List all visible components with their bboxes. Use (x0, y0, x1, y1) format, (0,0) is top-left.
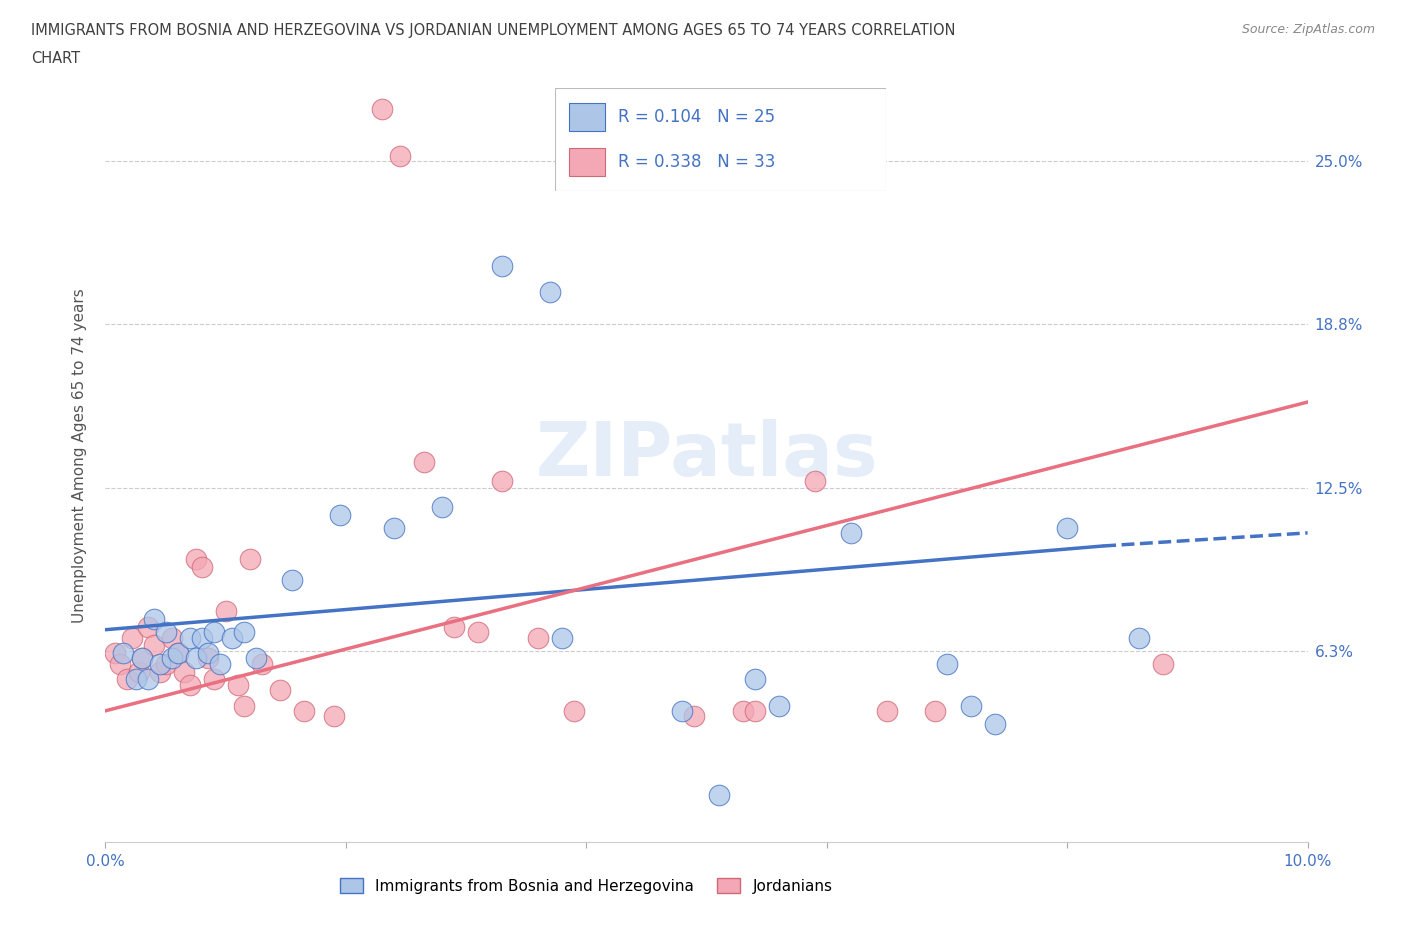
Point (671, 703, 693, 718)
Point (371, 101, 394, 116)
Point (538, 285, 561, 299)
Point (155, 657, 177, 671)
Text: R = 0.338   N = 33: R = 0.338 N = 33 (619, 153, 776, 171)
Point (551, 631, 574, 645)
Point (491, 473, 513, 488)
Point (108, 657, 131, 671)
Point (467, 625, 489, 640)
Point (124, 672, 146, 687)
Point (208, 657, 231, 671)
Legend: Immigrants from Bosnia and Herzegovina, Jordanians: Immigrants from Bosnia and Herzegovina, … (335, 871, 838, 899)
Point (179, 631, 201, 645)
Point (876, 703, 898, 718)
Point (960, 698, 983, 713)
Point (190, 560, 212, 575)
Point (430, 499, 453, 514)
Point (413, 455, 436, 470)
Text: ZIPatlas: ZIPatlas (536, 419, 877, 492)
Point (232, 625, 254, 640)
Point (527, 631, 550, 645)
Point (707, 787, 730, 802)
Point (112, 645, 135, 660)
Point (936, 657, 959, 671)
Y-axis label: Unemployment Among Ages 65 to 74 years: Unemployment Among Ages 65 to 74 years (72, 288, 87, 623)
Point (142, 638, 165, 653)
Point (202, 672, 225, 687)
Point (388, 149, 411, 164)
Point (245, 651, 267, 666)
Point (292, 703, 315, 718)
FancyBboxPatch shape (568, 148, 605, 177)
Point (322, 709, 344, 724)
FancyBboxPatch shape (555, 88, 886, 191)
Point (179, 677, 201, 692)
Point (155, 625, 177, 640)
Point (744, 672, 766, 687)
Point (131, 651, 153, 666)
Point (803, 473, 825, 488)
Point (839, 525, 862, 540)
Point (239, 551, 262, 566)
Point (1056, 520, 1078, 535)
Point (148, 657, 170, 671)
Text: Source: ZipAtlas.com: Source: ZipAtlas.com (1241, 23, 1375, 36)
Text: IMMIGRANTS FROM BOSNIA AND HERZEGOVINA VS JORDANIAN UNEMPLOYMENT AMONG AGES 65 T: IMMIGRANTS FROM BOSNIA AND HERZEGOVINA V… (31, 23, 956, 38)
Point (142, 612, 165, 627)
Text: R = 0.104   N = 25: R = 0.104 N = 25 (619, 108, 775, 126)
Point (121, 631, 143, 645)
Point (136, 672, 159, 687)
Point (190, 631, 212, 645)
Point (491, 259, 513, 273)
Point (250, 657, 273, 671)
Point (731, 703, 754, 718)
Point (1152, 657, 1174, 671)
Point (197, 651, 219, 666)
Point (160, 651, 183, 666)
Point (1128, 631, 1150, 645)
Point (382, 520, 405, 535)
Point (214, 604, 236, 618)
Point (232, 698, 254, 713)
Point (269, 683, 291, 698)
Point (221, 631, 243, 645)
Text: CHART: CHART (31, 51, 80, 66)
Point (226, 677, 249, 692)
Point (202, 625, 225, 640)
Point (104, 645, 127, 660)
Point (148, 664, 170, 679)
Point (160, 631, 183, 645)
Point (131, 651, 153, 666)
Point (281, 573, 304, 588)
FancyBboxPatch shape (568, 102, 605, 131)
Point (984, 716, 1007, 731)
Point (924, 703, 946, 718)
Point (173, 664, 195, 679)
Point (184, 651, 207, 666)
Point (136, 619, 159, 634)
Point (683, 709, 706, 724)
Point (443, 619, 465, 634)
Point (166, 645, 188, 660)
Point (166, 645, 188, 660)
Point (768, 698, 790, 713)
Point (197, 645, 219, 660)
Point (128, 664, 150, 679)
Point (562, 703, 585, 718)
Point (184, 551, 207, 566)
Point (115, 672, 138, 687)
Point (744, 703, 766, 718)
Point (329, 507, 352, 522)
